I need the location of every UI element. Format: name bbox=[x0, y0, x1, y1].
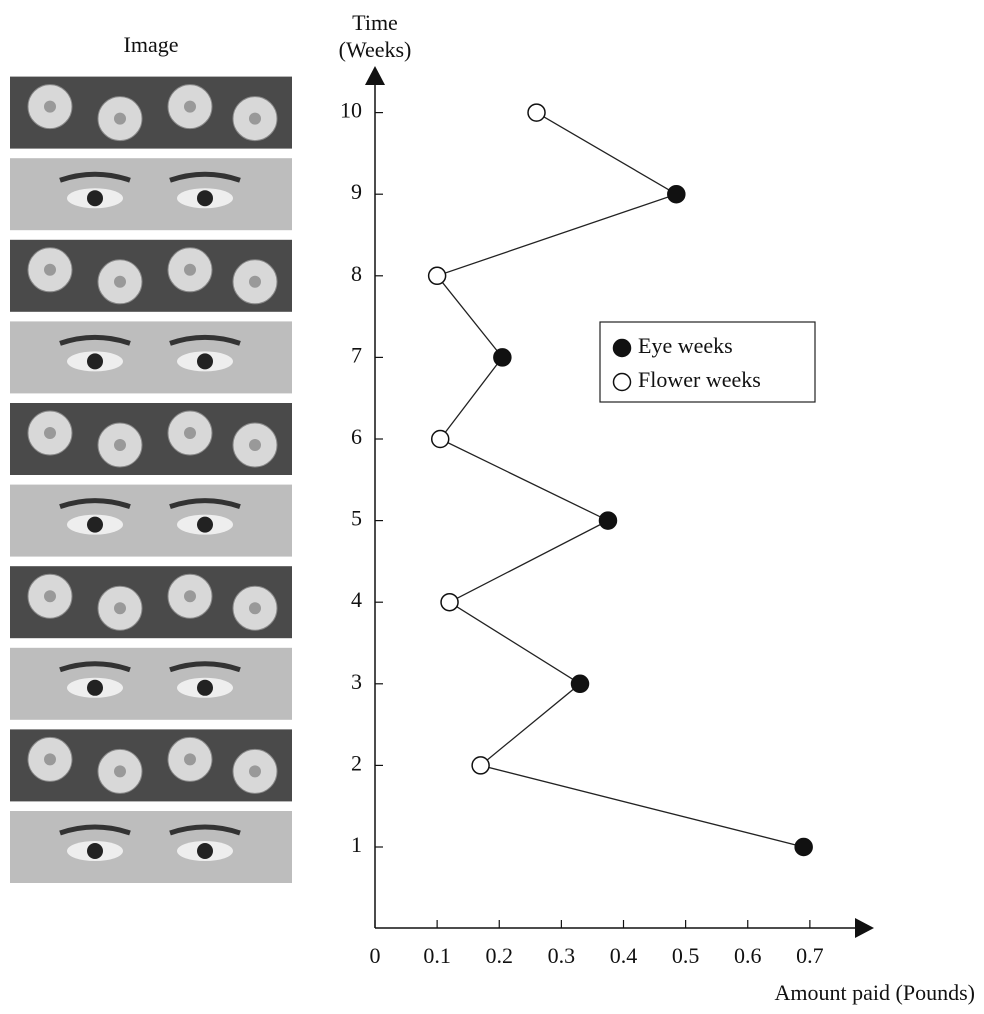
y-tick-label: 7 bbox=[351, 342, 362, 367]
flower-center bbox=[249, 602, 261, 614]
strip-background bbox=[10, 158, 292, 230]
strip-background bbox=[10, 811, 292, 883]
image-strip bbox=[10, 648, 292, 720]
eye-iris bbox=[87, 353, 103, 369]
flower-center bbox=[44, 264, 56, 276]
eye-iris bbox=[87, 680, 103, 696]
data-point bbox=[528, 104, 545, 121]
eye-iris bbox=[87, 517, 103, 533]
flower-center bbox=[44, 753, 56, 765]
data-point bbox=[432, 431, 449, 448]
x-axis-label: Amount paid (Pounds) bbox=[775, 980, 975, 1005]
data-point bbox=[429, 267, 446, 284]
y-axis-label: Time bbox=[352, 10, 398, 35]
data-point bbox=[572, 675, 589, 692]
x-axis-arrow bbox=[855, 918, 874, 938]
y-tick-label: 5 bbox=[351, 506, 362, 531]
image-strip bbox=[10, 158, 292, 230]
legend-label: Eye weeks bbox=[638, 333, 733, 358]
data-point bbox=[668, 186, 685, 203]
flower-center bbox=[249, 276, 261, 288]
eye-iris bbox=[197, 517, 213, 533]
strip-background bbox=[10, 648, 292, 720]
eye-iris bbox=[197, 190, 213, 206]
flower-center bbox=[114, 439, 126, 451]
legend-label: Flower weeks bbox=[638, 367, 761, 392]
data-point bbox=[441, 594, 458, 611]
eye-iris bbox=[87, 190, 103, 206]
data-point bbox=[599, 512, 616, 529]
flower-center bbox=[184, 101, 196, 113]
x-tick-label: 0.5 bbox=[672, 943, 700, 968]
data-point bbox=[795, 839, 812, 856]
eye-iris bbox=[87, 843, 103, 859]
y-tick-label: 10 bbox=[340, 98, 362, 123]
flower-center bbox=[114, 276, 126, 288]
flower-center bbox=[249, 765, 261, 777]
x-tick-label: 0.7 bbox=[796, 943, 824, 968]
image-strip bbox=[10, 77, 292, 149]
eye-iris bbox=[197, 680, 213, 696]
y-tick-label: 8 bbox=[351, 261, 362, 286]
flower-center bbox=[114, 602, 126, 614]
y-tick-label: 3 bbox=[351, 669, 362, 694]
data-point bbox=[494, 349, 511, 366]
flower-center bbox=[44, 427, 56, 439]
image-strip bbox=[10, 321, 292, 393]
flower-center bbox=[44, 590, 56, 602]
flower-center bbox=[184, 264, 196, 276]
flower-center bbox=[184, 427, 196, 439]
y-tick-label: 2 bbox=[351, 750, 362, 775]
x-tick-label: 0 bbox=[370, 943, 381, 968]
y-tick-label: 9 bbox=[351, 179, 362, 204]
eye-iris bbox=[197, 353, 213, 369]
flower-center bbox=[184, 590, 196, 602]
flower-center bbox=[249, 113, 261, 125]
x-tick-label: 0.3 bbox=[548, 943, 576, 968]
x-tick-label: 0.2 bbox=[486, 943, 514, 968]
image-strip bbox=[10, 729, 292, 801]
y-axis-label: (Weeks) bbox=[339, 37, 412, 62]
chart: Image Time (Weeks) Amount paid (Pounds) … bbox=[0, 0, 984, 1009]
image-strip bbox=[10, 811, 292, 883]
eye-iris bbox=[197, 843, 213, 859]
data-line bbox=[437, 113, 804, 847]
strip-background bbox=[10, 321, 292, 393]
flower-center bbox=[184, 753, 196, 765]
y-tick-label: 4 bbox=[351, 587, 362, 612]
image-strip bbox=[10, 403, 292, 475]
y-axis-arrow bbox=[365, 66, 385, 85]
y-tick-label: 1 bbox=[351, 832, 362, 857]
y-tick-label: 6 bbox=[351, 424, 362, 449]
flower-center bbox=[114, 113, 126, 125]
strip-background bbox=[10, 485, 292, 557]
image-strip bbox=[10, 566, 292, 638]
x-tick-label: 0.6 bbox=[734, 943, 762, 968]
image-strip bbox=[10, 240, 292, 312]
x-tick-label: 0.4 bbox=[610, 943, 638, 968]
legend-marker bbox=[614, 374, 631, 391]
legend-marker bbox=[614, 340, 631, 357]
image-column-title: Image bbox=[124, 32, 179, 57]
data-point bbox=[472, 757, 489, 774]
flower-center bbox=[114, 765, 126, 777]
x-tick-label: 0.1 bbox=[423, 943, 451, 968]
image-strip bbox=[10, 485, 292, 557]
flower-center bbox=[44, 101, 56, 113]
flower-center bbox=[249, 439, 261, 451]
